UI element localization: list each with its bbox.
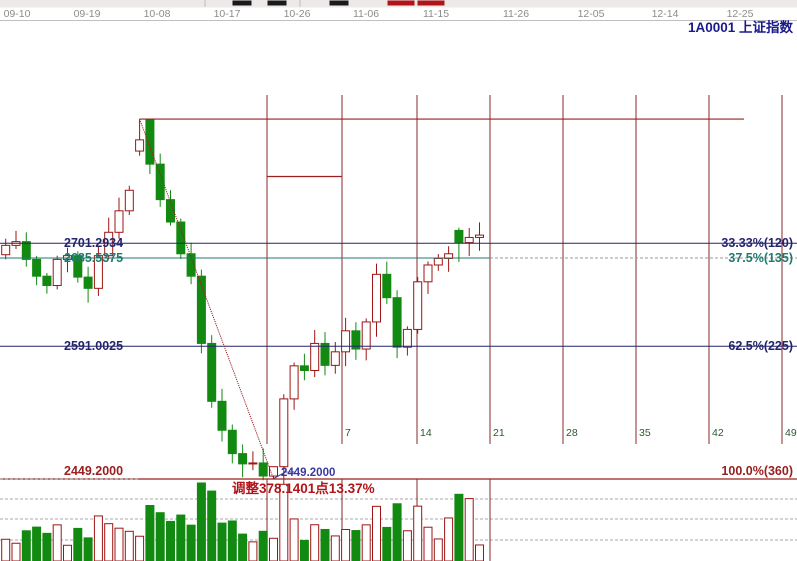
svg-text:35: 35 <box>639 427 651 439</box>
svg-text:42: 42 <box>712 427 724 439</box>
svg-text:49: 49 <box>785 427 797 439</box>
svg-text:12-05: 12-05 <box>578 8 605 20</box>
svg-text:11-06: 11-06 <box>353 8 379 20</box>
svg-text:10-26: 10-26 <box>284 8 311 20</box>
svg-text:37.5%(135): 37.5%(135) <box>728 251 793 265</box>
svg-text:2449.2000: 2449.2000 <box>64 464 123 478</box>
svg-text:调整378.1401点13.37%: 调整378.1401点13.37% <box>232 480 375 496</box>
svg-text:09-19: 09-19 <box>74 8 101 20</box>
svg-text:2685.5375: 2685.5375 <box>64 251 123 265</box>
svg-text:21: 21 <box>493 427 505 439</box>
svg-text:33.33%(120): 33.33%(120) <box>721 236 793 250</box>
svg-text:2591.0025: 2591.0025 <box>64 339 123 353</box>
svg-text:14: 14 <box>420 427 432 439</box>
svg-text:7: 7 <box>345 427 351 439</box>
svg-text:11-26: 11-26 <box>503 8 529 20</box>
svg-text:62.5%(225): 62.5%(225) <box>728 339 793 353</box>
svg-text:1A0001 上证指数: 1A0001 上证指数 <box>688 19 794 35</box>
svg-text:2449.2000: 2449.2000 <box>281 467 335 479</box>
svg-text:100.0%(360): 100.0%(360) <box>721 464 793 478</box>
svg-text:11-15: 11-15 <box>423 8 449 20</box>
svg-text:10-08: 10-08 <box>144 8 171 20</box>
svg-text:28: 28 <box>566 427 578 439</box>
svg-text:2701.2934: 2701.2934 <box>64 236 123 250</box>
svg-text:12-14: 12-14 <box>652 8 679 20</box>
svg-text:10-17: 10-17 <box>214 8 241 20</box>
svg-text:09-10: 09-10 <box>4 8 31 20</box>
svg-text:12-25: 12-25 <box>727 8 754 20</box>
